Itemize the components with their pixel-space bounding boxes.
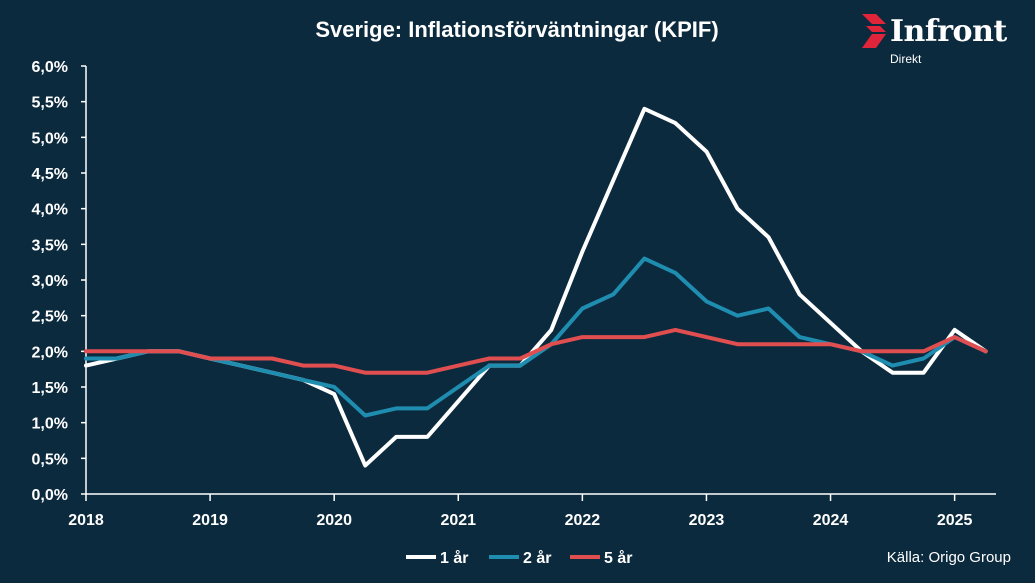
y-axis-ticks: 0,0% 0,5% 1,0% 1,5% 2,0% 2,5% 3,0% 3,5% 4,0% 4,5%…	[32, 59, 86, 504]
y-tick-label: 2,5%	[32, 309, 68, 326]
x-tick-label: 2019	[192, 512, 228, 529]
x-axis-ticks: 2018 2019 2020 2021 2022 2023 2024 2025	[68, 494, 973, 529]
infront-logo: Infront Direkt	[862, 12, 1027, 68]
legend: 1 år 2 år 5 år	[406, 549, 632, 567]
infront-logo-icon	[862, 14, 886, 48]
y-tick-label: 0,0%	[32, 487, 68, 504]
y-tick-label: 2,0%	[32, 344, 68, 361]
y-tick-label: 6,0%	[32, 59, 68, 76]
x-tick-label: 2024	[813, 512, 849, 529]
series-line-2	[84, 256, 988, 418]
y-tick-label: 5,0%	[32, 130, 68, 147]
legend-item-1: 1 år	[406, 549, 468, 567]
x-tick-label: 2021	[440, 512, 476, 529]
y-tick-label: 1,0%	[32, 416, 68, 433]
y-tick-label: 3,5%	[32, 237, 68, 254]
series-line-3	[84, 327, 988, 375]
y-tick-label: 4,0%	[32, 202, 68, 219]
logo-subtitle: Direkt	[890, 52, 922, 66]
y-tick-label: 0,5%	[32, 451, 68, 468]
legend-label: 5 år	[604, 549, 632, 567]
legend-label: 1 år	[440, 549, 468, 567]
x-tick-label: 2023	[689, 512, 725, 529]
legend-label: 2 år	[523, 549, 551, 567]
y-tick-label: 3,0%	[32, 273, 68, 290]
axes	[85, 66, 996, 495]
logo-name: Infront	[890, 14, 1007, 49]
x-tick-label: 2022	[565, 512, 601, 529]
chart-title: Sverige: Inflationsförväntningar (KPIF)	[315, 17, 718, 42]
legend-item-3: 5 år	[570, 549, 632, 567]
source-note: Källa: Origo Group	[886, 549, 1011, 566]
x-tick-label: 2025	[937, 512, 973, 529]
y-tick-label: 4,5%	[32, 166, 68, 183]
x-tick-label: 2018	[68, 512, 104, 529]
y-tick-label: 5,5%	[32, 95, 68, 112]
legend-item-2: 2 år	[489, 549, 551, 567]
y-tick-label: 1,5%	[32, 380, 68, 397]
x-tick-label: 2020	[316, 512, 352, 529]
series-line-1	[84, 106, 988, 468]
series-lines	[84, 106, 988, 468]
